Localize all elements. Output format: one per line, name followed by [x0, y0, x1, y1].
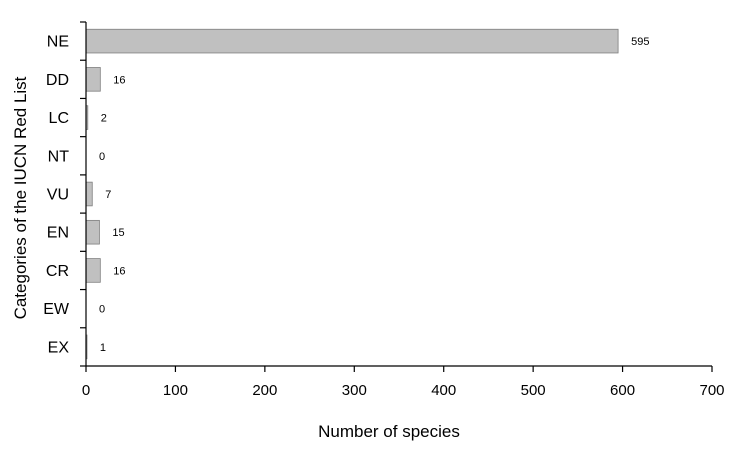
value-label-ex: 1	[100, 342, 106, 354]
x-tick-label: 700	[699, 382, 724, 399]
category-label-lc: LC	[49, 110, 69, 127]
category-label-vu: VU	[47, 187, 69, 204]
ticks-layer	[80, 21, 713, 372]
x-tick-label: 100	[163, 382, 188, 399]
category-label-cr: CR	[46, 263, 69, 280]
axes-layer	[85, 22, 712, 367]
value-label-ne: 595	[631, 36, 649, 48]
value-label-vu: 7	[105, 189, 111, 201]
x-tick-label: 500	[521, 382, 546, 399]
category-label-ew: EW	[43, 301, 70, 318]
x-tick-label: 600	[610, 382, 635, 399]
bar-dd	[85, 67, 101, 92]
x-axis-title: Number of species	[318, 422, 460, 441]
value-label-cr: 16	[113, 265, 125, 277]
y-axis-title: Categories of the IUCN Red List	[11, 76, 30, 319]
bar-en	[85, 219, 100, 245]
labels-layer: NE 595 DD 16 LC 2 NT 0 VU 7 EN 15 CR 16 EW 0 EX 1 0 100 200 3…	[43, 34, 724, 399]
bar-cr	[85, 258, 101, 283]
value-label-nt: 0	[99, 151, 105, 163]
category-label-en: EN	[47, 225, 69, 242]
x-tick-label: 300	[342, 382, 367, 399]
x-tick-label: 0	[82, 382, 90, 399]
value-label-ew: 0	[99, 304, 105, 316]
value-label-dd: 16	[113, 74, 125, 86]
value-label-en: 15	[112, 227, 124, 239]
bar-ne	[85, 28, 619, 54]
bar-vu	[85, 181, 93, 207]
bars-layer	[85, 28, 619, 360]
category-label-nt: NT	[48, 148, 70, 165]
x-tick-label: 200	[252, 382, 277, 399]
category-label-dd: DD	[46, 72, 69, 89]
category-label-ne: NE	[47, 34, 69, 51]
category-label-ex: EX	[48, 339, 70, 356]
x-tick-label: 400	[431, 382, 456, 399]
value-label-lc: 2	[101, 113, 107, 125]
